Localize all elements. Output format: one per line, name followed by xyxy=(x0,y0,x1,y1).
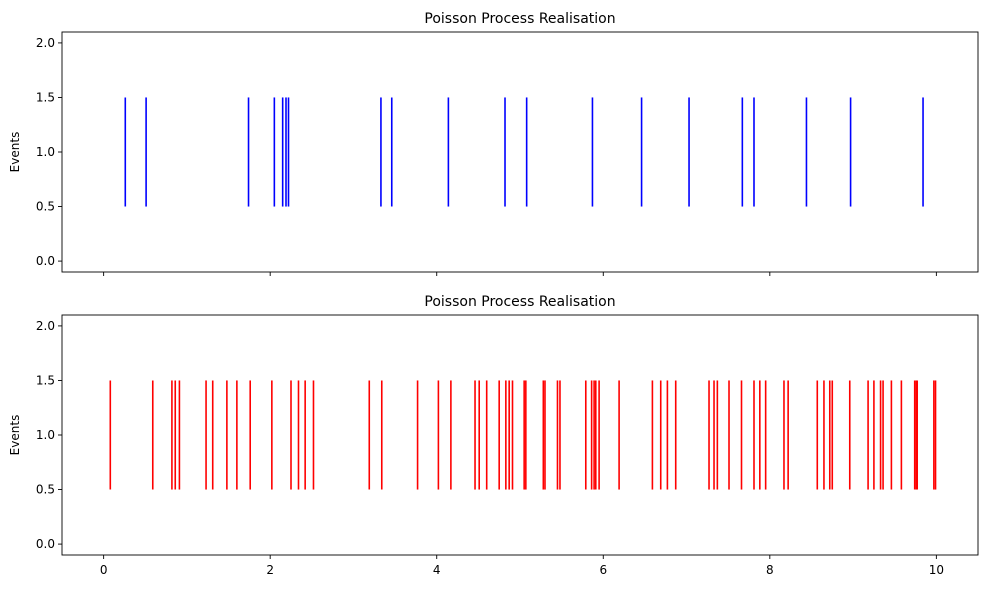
subplot-1: Poisson Process Realisation Events 0.0 0.5 1… xyxy=(8,11,979,276)
axes-frame xyxy=(61,31,979,273)
y-tick-label: 1.0 xyxy=(36,145,55,159)
y-tick-label: 2.0 xyxy=(36,36,55,50)
x-tick-label: 0 xyxy=(100,563,108,577)
subplot-title: Poisson Process Realisation xyxy=(424,294,615,310)
subplot-title: Poisson Process Realisation xyxy=(424,11,615,27)
x-tick-label: 2 xyxy=(266,563,274,577)
y-tick-label: 0.0 xyxy=(36,254,55,268)
x-tick-label: 6 xyxy=(599,563,607,577)
y-tick-label: 0.5 xyxy=(36,483,55,497)
subplot-2: Poisson Process Realisation Events 0.0 0.5 1… xyxy=(8,294,979,577)
y-axis-label: Events xyxy=(8,132,22,173)
y-tick-label: 2.0 xyxy=(36,319,55,333)
y-tick-label: 0.5 xyxy=(36,200,55,214)
y-tick-label: 1.5 xyxy=(36,90,55,104)
y-axis-label: Events xyxy=(8,415,22,456)
y-tick-label: 1.0 xyxy=(36,428,55,442)
x-tick-label: 4 xyxy=(433,563,441,577)
x-tick-label: 10 xyxy=(929,563,944,577)
axes-frame xyxy=(61,314,979,556)
x-tick-label: 8 xyxy=(766,563,774,577)
y-tick-label: 0.0 xyxy=(36,537,55,551)
y-tick-label: 1.5 xyxy=(36,373,55,387)
